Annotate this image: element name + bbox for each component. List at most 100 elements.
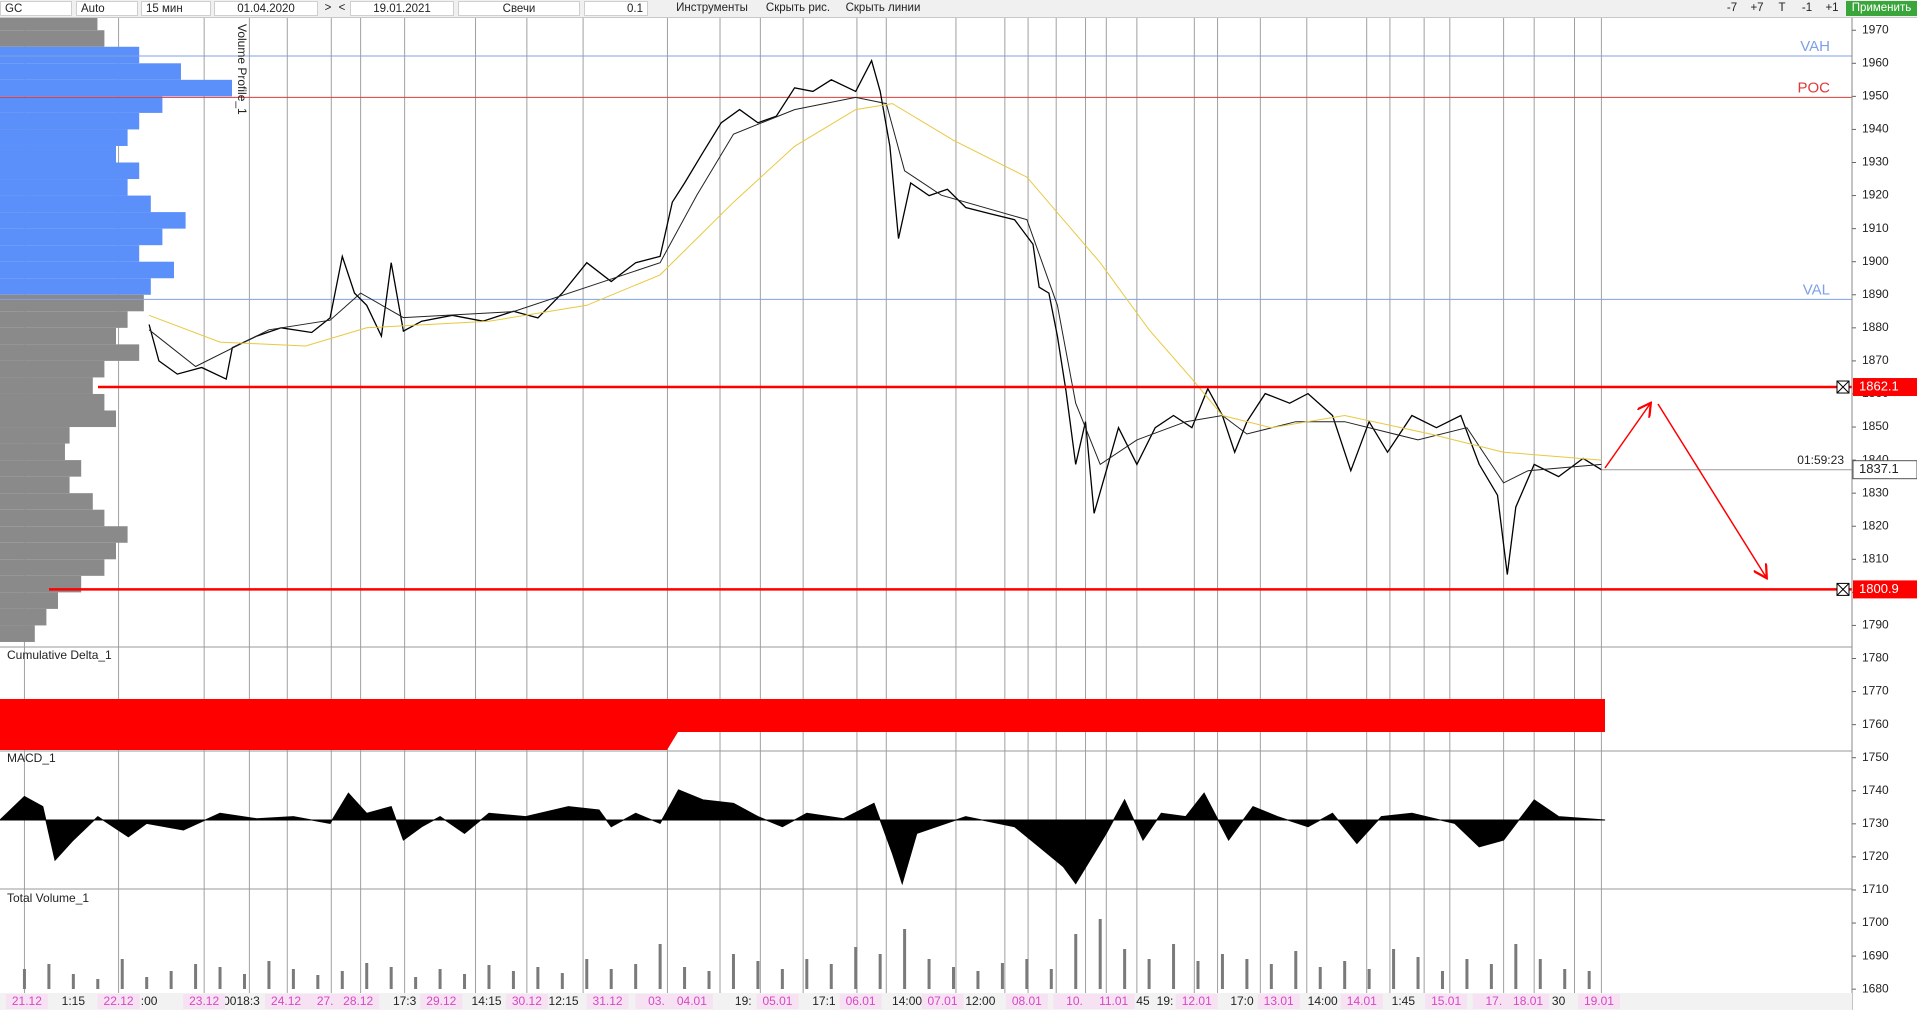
profile-bar — [0, 261, 174, 279]
volume-bar — [96, 979, 100, 989]
profile-bar — [0, 443, 65, 461]
price-line — [148, 58, 1602, 575]
volume-bar — [1538, 959, 1542, 989]
profile-bar — [0, 393, 105, 411]
step-button[interactable]: +1 — [1821, 1, 1843, 16]
date-label: 15.01 — [1431, 994, 1461, 1008]
volume-bar — [267, 961, 271, 989]
price-tag-label: 1837.1 — [1859, 461, 1899, 476]
date-label: 27. — [317, 994, 334, 1008]
prev-button[interactable]: < — [336, 1, 348, 16]
volume-bar — [1196, 961, 1200, 989]
date-label: 21.12 — [12, 994, 42, 1008]
tick-size[interactable]: 0.1 — [584, 1, 648, 16]
date-label-bg — [921, 994, 964, 1009]
volume-bar — [511, 971, 515, 989]
date-label-bg — [1053, 994, 1096, 1009]
date-label: 05.01 — [762, 994, 792, 1008]
volume-bar — [1269, 964, 1273, 989]
profile-bar — [0, 96, 163, 113]
step-button[interactable]: -1 — [1796, 1, 1818, 16]
profile-bar — [0, 30, 105, 47]
apply-button[interactable]: Применить — [1846, 1, 1917, 16]
step-button[interactable]: T — [1772, 1, 1792, 16]
date-label-bg — [1507, 994, 1550, 1009]
volume-bar — [242, 974, 246, 989]
x-tick-label: :00 — [141, 994, 158, 1008]
x-tick-label: 19: — [735, 994, 752, 1008]
volume-bar — [634, 964, 638, 989]
volume-bar — [854, 947, 858, 989]
x-tick-label: 14:15 — [472, 994, 502, 1008]
volume-bar — [169, 971, 173, 989]
price-tag — [1852, 460, 1917, 480]
volume-bar — [291, 969, 295, 989]
volume-bar — [120, 959, 124, 989]
volume-bar — [316, 975, 320, 989]
price-line — [148, 96, 1602, 484]
date-label-bg — [756, 994, 799, 1009]
y-tick-label: 1680 — [1862, 981, 1889, 995]
next-button[interactable]: > — [322, 1, 334, 16]
level-label: VAL — [1803, 281, 1830, 298]
volume-bar — [1440, 971, 1444, 989]
date-label: 18.01 — [1513, 994, 1543, 1008]
volume-bar — [903, 929, 907, 989]
from-date[interactable]: 01.04.2020 — [214, 1, 318, 16]
date-label-bg — [1092, 994, 1135, 1009]
date-label-bg — [5, 994, 48, 1009]
y-tick-label: 1870 — [1862, 353, 1889, 367]
panel-title: Total Volume_1 — [7, 891, 89, 905]
y-tick-label: 1930 — [1862, 155, 1889, 169]
line-handle-x — [1836, 380, 1850, 394]
x-tick-label: 17:1 — [812, 994, 836, 1008]
step-button[interactable]: +7 — [1745, 1, 1769, 16]
symbol-select[interactable]: GC — [0, 1, 72, 16]
to-date[interactable]: 19.01.2021 — [350, 1, 454, 16]
profile-bar — [0, 311, 128, 328]
volume-bar — [658, 944, 662, 989]
mode-select[interactable]: Auto — [76, 1, 138, 16]
date-label-bg — [505, 994, 548, 1009]
timeframe-select[interactable]: 15 мин — [141, 1, 211, 16]
macd-area — [0, 789, 1606, 886]
date-label: 03. — [648, 994, 665, 1008]
y-tick-label: 1890 — [1862, 287, 1889, 301]
style-select[interactable]: Свечи — [458, 1, 580, 16]
y-tick-label: 1760 — [1862, 717, 1889, 731]
x-tick-label: 12:15 — [549, 994, 579, 1008]
profile-bar — [0, 162, 140, 180]
volume-bar — [1318, 967, 1322, 989]
line-handle-x — [1836, 583, 1850, 596]
x-tick-label: 00 — [223, 994, 237, 1008]
profile-bar — [0, 410, 116, 428]
panel-title: Cumulative Delta_1 — [7, 648, 112, 662]
toolbar: GC Auto 15 мин 01.04.2020 > < 19.01.2021… — [0, 0, 1917, 18]
tools-button[interactable]: Инструменты — [670, 1, 754, 16]
profile-bar — [0, 63, 181, 80]
price-panel — [0, 18, 1852, 642]
arrow — [1657, 403, 1766, 577]
date-label: 28.12 — [343, 994, 373, 1008]
panel-title: MACD_1 — [7, 751, 56, 765]
date-label: 23.12 — [189, 994, 219, 1008]
date-label-bg — [183, 994, 226, 1009]
date-label: 11.01 — [1099, 994, 1128, 1008]
price-line — [148, 103, 1602, 461]
profile-bar — [0, 427, 70, 444]
date-label-bg — [1425, 994, 1468, 1009]
step-button[interactable]: -7 — [1721, 1, 1743, 16]
profile-bar — [0, 79, 232, 97]
y-tick-label: 1690 — [1862, 948, 1889, 962]
date-label: 06.01 — [846, 994, 876, 1008]
volume-bar — [1294, 951, 1298, 989]
timer: 01:59:23 — [1797, 453, 1844, 467]
date-label: 17. — [1485, 994, 1502, 1008]
date-label-bg — [839, 994, 882, 1009]
volume-bar — [1098, 919, 1102, 989]
hide-drawings-button[interactable]: Скрыть рис. — [758, 1, 838, 16]
hide-lines-button[interactable]: Скрыть линии — [841, 1, 925, 16]
x-tick-label: 19: — [1157, 994, 1174, 1008]
date-label-bg — [586, 994, 629, 1009]
